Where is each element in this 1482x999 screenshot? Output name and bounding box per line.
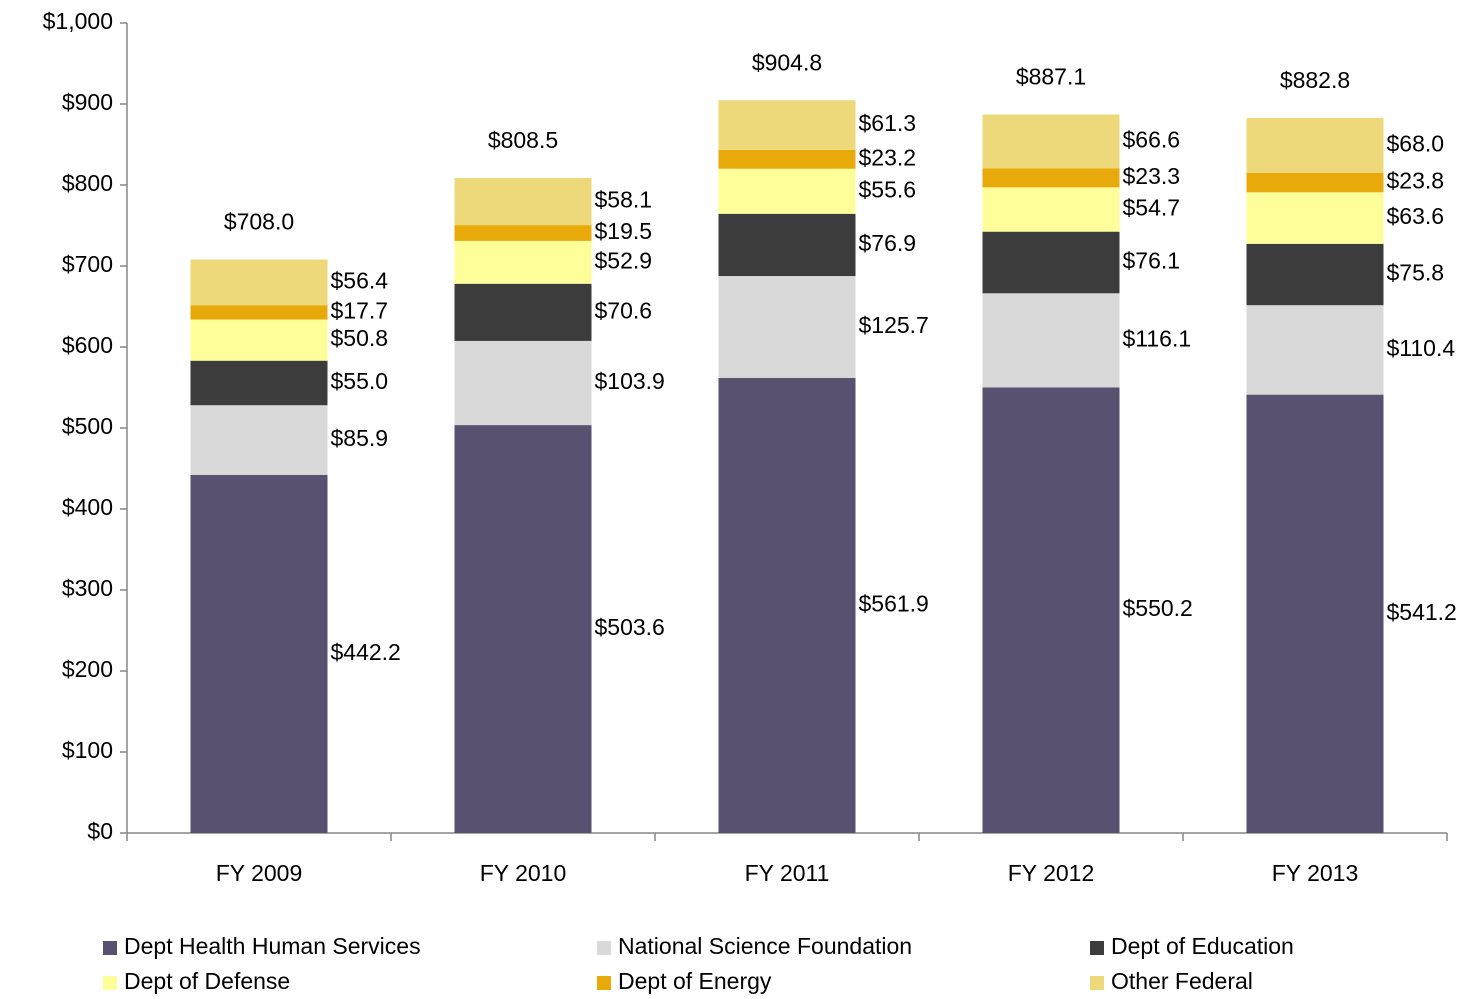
y-tick-label: $400 (62, 494, 113, 520)
bar-segment (982, 387, 1120, 833)
bar-segment (982, 168, 1120, 188)
y-tick-label: $300 (62, 575, 113, 601)
data-label: $58.1 (595, 187, 653, 213)
bar-segment (1246, 394, 1384, 833)
legend-swatch (103, 976, 117, 990)
data-label: $68.0 (1387, 131, 1445, 157)
y-tick-label: $200 (62, 656, 113, 682)
legend-label: Dept of Energy (618, 968, 772, 994)
bar-segment (718, 168, 856, 214)
legend-swatch (1090, 941, 1104, 955)
y-tick-label: $100 (62, 737, 113, 763)
legend-swatch (103, 941, 117, 955)
legend-swatch (597, 941, 611, 955)
total-label: $882.8 (1280, 67, 1350, 93)
data-label: $116.1 (1123, 325, 1192, 351)
data-label: $63.6 (1387, 203, 1445, 229)
data-label: $23.8 (1387, 168, 1445, 194)
legend-label: Other Federal (1111, 968, 1253, 994)
bar-segment (1246, 117, 1384, 174)
bar-segment (1246, 173, 1384, 193)
legend-label: Dept of Education (1111, 933, 1294, 959)
data-label: $23.3 (1123, 163, 1181, 189)
y-tick-label: $700 (62, 251, 113, 277)
bar-segment (982, 293, 1120, 388)
data-label: $70.6 (595, 297, 653, 323)
data-label: $76.9 (859, 230, 917, 256)
total-label: $887.1 (1016, 64, 1086, 90)
bar-segment (718, 100, 856, 150)
bar-segment (454, 240, 592, 284)
y-tick-label: $600 (62, 332, 113, 358)
bar-segment (190, 305, 328, 320)
data-label: $103.9 (595, 368, 665, 394)
data-label: $442.2 (331, 639, 401, 665)
bar-segment (718, 377, 856, 833)
bar-segment (718, 149, 856, 169)
bar-segment (190, 474, 328, 833)
bar-segment (1246, 192, 1384, 244)
bar-segment (982, 114, 1120, 169)
bar-segment (190, 360, 328, 406)
data-label: $75.8 (1387, 260, 1445, 286)
total-label: $904.8 (752, 49, 822, 75)
data-label: $52.9 (595, 247, 653, 273)
data-label: $56.4 (331, 267, 389, 293)
data-label: $55.0 (331, 368, 389, 394)
x-tick-label: FY 2010 (480, 860, 567, 886)
bar-segment (718, 213, 856, 277)
legend-swatch (597, 976, 611, 990)
data-label: $541.2 (1387, 599, 1457, 625)
y-tick-label: $1,000 (43, 8, 113, 34)
total-label: $708.0 (224, 209, 294, 235)
legend-label: National Science Foundation (618, 933, 912, 959)
bar-segment (454, 283, 592, 341)
y-tick-label: $900 (62, 89, 113, 115)
legend-swatch (1090, 976, 1104, 990)
data-label: $17.7 (331, 297, 389, 323)
data-label: $23.2 (859, 144, 917, 170)
data-label: $125.7 (859, 312, 929, 338)
data-label: $85.9 (331, 425, 389, 451)
data-label: $50.8 (331, 325, 389, 351)
data-label: $76.1 (1123, 248, 1181, 274)
bar-segment (718, 276, 856, 378)
bar-segment (1246, 305, 1384, 395)
bar-segment (190, 259, 328, 306)
bar-segment (1246, 243, 1384, 306)
data-label: $110.4 (1387, 335, 1456, 361)
bar-segment (454, 225, 592, 241)
x-tick-label: FY 2011 (745, 860, 830, 886)
bar-segment (454, 425, 592, 833)
data-label: $503.6 (595, 614, 665, 640)
y-tick-label: $0 (87, 818, 113, 844)
y-tick-label: $500 (62, 413, 113, 439)
data-label: $561.9 (859, 591, 929, 617)
data-label: $19.5 (595, 218, 653, 244)
data-label: $55.6 (859, 176, 917, 202)
bar-segment (190, 405, 328, 475)
legend-label: Dept of Defense (124, 968, 290, 994)
total-label: $808.5 (488, 127, 558, 153)
bar-segment (982, 231, 1120, 294)
data-label: $66.6 (1123, 127, 1181, 153)
bar-segment (454, 178, 592, 226)
data-label: $550.2 (1123, 595, 1193, 621)
bar-segment (982, 187, 1120, 232)
x-tick-label: FY 2009 (216, 860, 303, 886)
bar-segment (454, 340, 592, 426)
data-label: $54.7 (1123, 195, 1181, 221)
bar-segment (190, 319, 328, 361)
data-label: $61.3 (859, 110, 917, 136)
x-tick-label: FY 2012 (1008, 860, 1095, 886)
legend-label: Dept Health Human Services (124, 933, 421, 959)
x-tick-label: FY 2013 (1272, 860, 1359, 886)
y-tick-label: $800 (62, 170, 113, 196)
